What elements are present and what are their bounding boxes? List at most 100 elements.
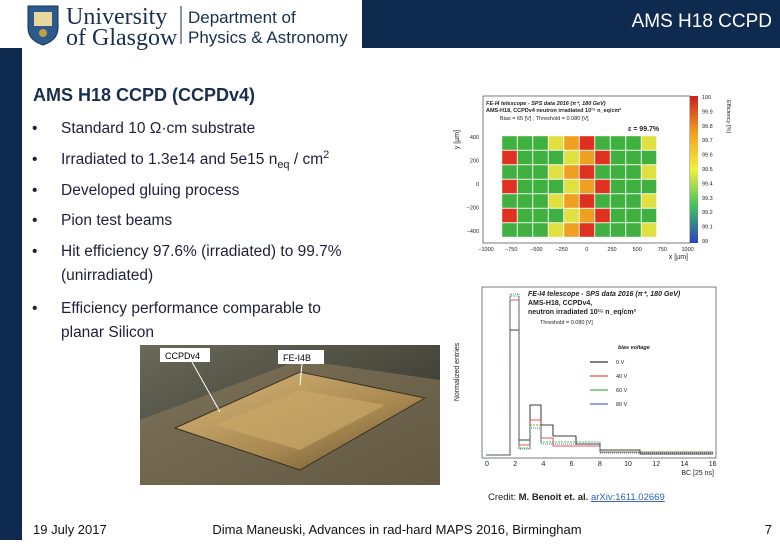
z-tick-label: 99.3 [702, 196, 713, 202]
header-title: AMS H18 CCPD [632, 11, 772, 32]
x-tick-label: 750 [658, 247, 667, 253]
x-tick-label: 2 [513, 461, 517, 468]
map-cell [641, 222, 657, 238]
map-cell [532, 222, 549, 238]
map-cell [579, 222, 595, 238]
map-cell [579, 150, 595, 165]
label-box [278, 350, 324, 364]
map-cell [579, 164, 595, 180]
legend-label: 40 V [616, 374, 628, 380]
x-tick-label: 6 [570, 461, 574, 468]
z-tick-label: 99.5 [702, 167, 713, 173]
map-cell [641, 150, 657, 165]
bullet-dot: • [32, 243, 37, 260]
timing-histogram-figure: FE-I4 telescope - SPS data 2016 (π⁺, 180… [454, 286, 717, 477]
z-tick-label: 99.8 [702, 124, 713, 130]
map-cell [563, 135, 580, 151]
credit: Credit: M. Benoit et. al. arXiv:1611.026… [488, 492, 665, 503]
map-cell [594, 135, 611, 151]
z-tick-label: 99.7 [702, 138, 713, 144]
histogram-80v [486, 293, 713, 456]
map-cell [641, 135, 657, 151]
logo-dept2: Physics & Astronomy [188, 28, 348, 47]
map-cell [594, 208, 611, 223]
logo-line2: of Glasgow [66, 25, 178, 51]
plot-result: ε = 99.7% [628, 126, 660, 133]
legend-label: 80 V [616, 402, 628, 408]
map-cell [594, 179, 611, 194]
map-cell [517, 222, 533, 238]
x-tick-label: 16 [709, 461, 717, 468]
plot-title: FE-I4 telescope - SPS data 2016 (π⁺, 180… [486, 101, 606, 107]
histogram-0v [486, 329, 713, 456]
y-tick-label: −400 [467, 229, 479, 235]
plot-subtitle: AMS-H18, CCPDv4 neutron irradiated 10¹⁵ … [486, 107, 621, 114]
label-pointer [191, 361, 221, 413]
photo-sensor [215, 390, 385, 450]
map-cell [517, 150, 533, 165]
bullet-dot: • [32, 300, 37, 317]
plot-note: Bias = 65 [V] ; Threshold = 0.080 [V] [500, 116, 589, 122]
plot-subtitle: neutron irradiated 10¹⁵ n_eq/cm² [528, 309, 637, 316]
bullet-dot: • [32, 151, 37, 168]
z-tick-label: 99 [702, 239, 708, 245]
map-cell [594, 193, 611, 209]
bullet-text: Developed gluing process [61, 182, 240, 199]
x-tick-label: 250 [607, 247, 616, 253]
map-cell [625, 150, 642, 165]
map-cell [532, 164, 549, 180]
slide-title: AMS H18 CCPD (CCPDv4) [33, 85, 255, 105]
map-cell [625, 222, 642, 238]
map-cell [532, 150, 549, 165]
subscript: eq [277, 159, 289, 171]
bullet-text: (unirradiated) [61, 267, 153, 284]
x-tick-label: 8 [598, 461, 602, 468]
map-cell [594, 164, 611, 180]
logo-dept1: Department of [188, 8, 296, 27]
plot-note: Threshold = 0.080 [V] [540, 320, 593, 326]
z-tick-label: 100 [702, 95, 711, 101]
z-tick-label: 99.6 [702, 153, 713, 159]
map-cell [548, 179, 564, 194]
label-pointer [299, 363, 303, 386]
map-cell [625, 135, 642, 151]
map-cell [563, 208, 580, 223]
legend-label: 60 V [616, 388, 628, 394]
credit-authors: M. Benoit et. al. [519, 492, 589, 503]
label-box [160, 348, 210, 362]
map-cell [641, 164, 657, 180]
map-cell [517, 179, 533, 194]
map-cell [610, 150, 626, 165]
map-cell [517, 164, 533, 180]
footer-date: 19 July 2017 [33, 522, 107, 537]
bullet-text: Hit efficiency 97.6% (irradiated) to 99.… [61, 243, 342, 260]
side-bar [0, 48, 22, 540]
map-cell [610, 135, 626, 151]
footer-event: Dima Maneuski, Advances in rad-hard MAPS… [212, 522, 581, 537]
map-cell [548, 222, 564, 238]
bullet-text: planar Silicon [61, 324, 154, 341]
map-cell [563, 150, 580, 165]
x-tick-label: −250 [555, 247, 567, 253]
x-axis-label: x [µm] [669, 254, 688, 261]
map-cell [563, 179, 580, 194]
text-part: Irradiated to 1.3e14 and 5e15 n [61, 151, 277, 168]
map-cell [548, 164, 564, 180]
x-tick-label: 4 [541, 461, 545, 468]
bullet-list: • Standard 10 Ω·cm substrate • Irradiate… [32, 120, 342, 341]
z-axis-label: Efficiency [%] [725, 100, 731, 133]
credit-link[interactable]: arXiv:1611.02669 [591, 492, 665, 503]
x-tick-label: 500 [633, 247, 642, 253]
map-cell [501, 179, 518, 194]
map-cell [625, 208, 642, 223]
x-tick-label: 12 [652, 461, 660, 468]
legend-title: bias voltage [618, 345, 650, 351]
y-axis-label: Normalized entries [454, 342, 461, 401]
x-tick-label: −500 [530, 247, 542, 253]
map-cell [625, 164, 642, 180]
map-cell [579, 208, 595, 223]
map-cell [563, 164, 580, 180]
map-cell [532, 193, 549, 209]
map-cell [548, 150, 564, 165]
